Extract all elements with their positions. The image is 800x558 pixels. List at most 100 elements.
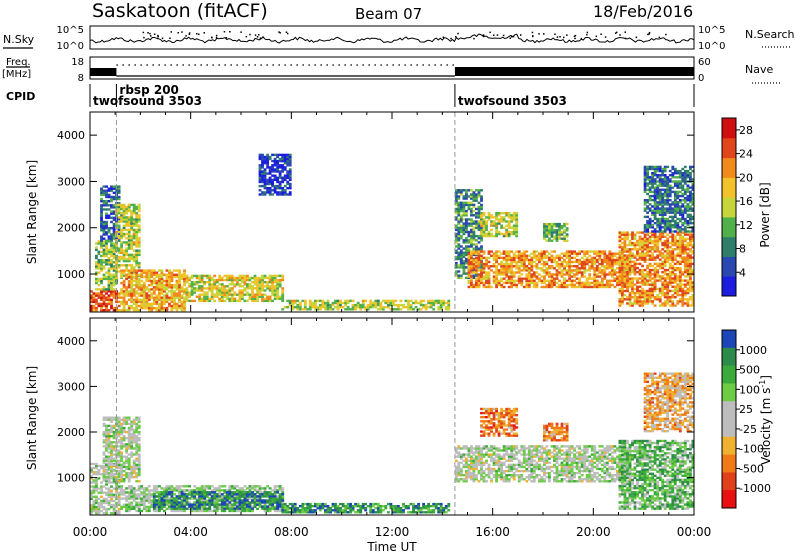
echo-cell: [105, 221, 108, 223]
echo-cell: [505, 280, 508, 282]
echo-cell: [281, 193, 284, 195]
nsearch-point: [574, 38, 576, 40]
echo-cell: [259, 277, 262, 279]
echo-cell: [598, 269, 601, 271]
echo-cell: [150, 297, 153, 299]
echo-cell: [108, 441, 111, 443]
echo-cell: [286, 154, 289, 156]
echo-cell: [551, 280, 554, 282]
echo-cell: [105, 192, 108, 194]
echo-cell: [259, 166, 262, 168]
echo-cell: [455, 189, 458, 191]
echo-cell: [98, 259, 101, 261]
echo-cell: [684, 298, 687, 300]
echo-cell: [533, 261, 536, 263]
echo-cell: [475, 263, 478, 265]
echo-cell: [309, 300, 312, 302]
echo-cell: [198, 279, 201, 281]
echo-cell: [478, 235, 481, 237]
echo-cell: [654, 267, 657, 269]
echo-cell: [161, 280, 164, 282]
echo-cell: [671, 166, 674, 168]
echo-cell: [244, 287, 247, 289]
echo-cell: [118, 237, 121, 239]
echo-cell: [646, 170, 649, 172]
echo-cell: [95, 257, 98, 259]
nsearch-point: [198, 34, 200, 36]
echo-cell: [674, 180, 677, 182]
echo-cell: [463, 266, 466, 268]
echo-cell: [634, 273, 637, 275]
echo-cell: [289, 183, 292, 185]
echo-cell: [264, 172, 267, 174]
echo-cell: [649, 292, 652, 294]
echo-cell: [689, 197, 692, 199]
echo-cell: [118, 500, 121, 502]
echo-cell: [259, 294, 262, 296]
echo-cell: [656, 275, 659, 277]
echo-cell: [646, 290, 649, 292]
echo-cell: [656, 174, 659, 176]
echo-cell: [533, 250, 536, 252]
echo-cell: [113, 242, 116, 244]
echo-cell: [676, 170, 679, 172]
echo-cell: [639, 246, 642, 248]
echo-cell: [140, 280, 143, 282]
echo-cell: [591, 267, 594, 269]
echo-cell: [588, 282, 591, 284]
echo-cell: [473, 250, 476, 252]
echo-cell: [480, 204, 483, 206]
echo-cell: [284, 160, 287, 162]
echo-cell: [661, 236, 664, 238]
echo-cell: [634, 296, 637, 298]
echo-cell: [681, 203, 684, 205]
echo-cell: [488, 278, 491, 280]
echo-cell: [629, 300, 632, 302]
echo-cell: [596, 269, 599, 271]
echo-cell: [103, 502, 106, 504]
echo-cell: [181, 286, 184, 288]
echo-cell: [661, 288, 664, 290]
echo-cell: [558, 280, 561, 282]
echo-cell: [473, 235, 476, 237]
echo-cell: [551, 265, 554, 267]
echo-cell: [105, 460, 108, 462]
echo-cell: [120, 241, 123, 243]
echo-cell: [118, 472, 121, 474]
echo-cell: [598, 263, 601, 265]
echo-cell: [536, 265, 539, 267]
echo-cell: [646, 279, 649, 281]
echo-cell: [679, 271, 682, 273]
echo-cell: [671, 218, 674, 220]
echo-cell: [641, 296, 644, 298]
echo-cell: [105, 425, 108, 427]
echo-cell: [674, 197, 677, 199]
echo-cell: [639, 271, 642, 273]
echo-cell: [379, 306, 382, 308]
echo-cell: [530, 275, 533, 277]
echo-cell: [480, 231, 483, 233]
echo-cell: [566, 223, 569, 225]
echo-cell: [561, 253, 564, 255]
echo-cell: [120, 212, 123, 214]
echo-cell: [259, 287, 262, 289]
echo-cell: [671, 224, 674, 226]
echo-cell: [629, 242, 632, 244]
echo-cell: [659, 197, 662, 199]
echo-cell: [178, 292, 181, 294]
echo-cell: [669, 220, 672, 222]
echo-cell: [128, 254, 131, 256]
echo-cell: [646, 176, 649, 178]
echo-cell: [593, 282, 596, 284]
echo-cell: [284, 177, 287, 179]
echo-cell: [130, 274, 133, 276]
echo-cell: [646, 250, 649, 252]
echo-cell: [110, 506, 113, 508]
echo-cell: [221, 287, 224, 289]
echo-cell: [155, 280, 158, 282]
echo-cell: [95, 261, 98, 263]
echo-cell: [518, 269, 521, 271]
echo-cell: [140, 307, 143, 309]
echo-cell: [158, 297, 161, 299]
echo-cell: [525, 273, 528, 275]
